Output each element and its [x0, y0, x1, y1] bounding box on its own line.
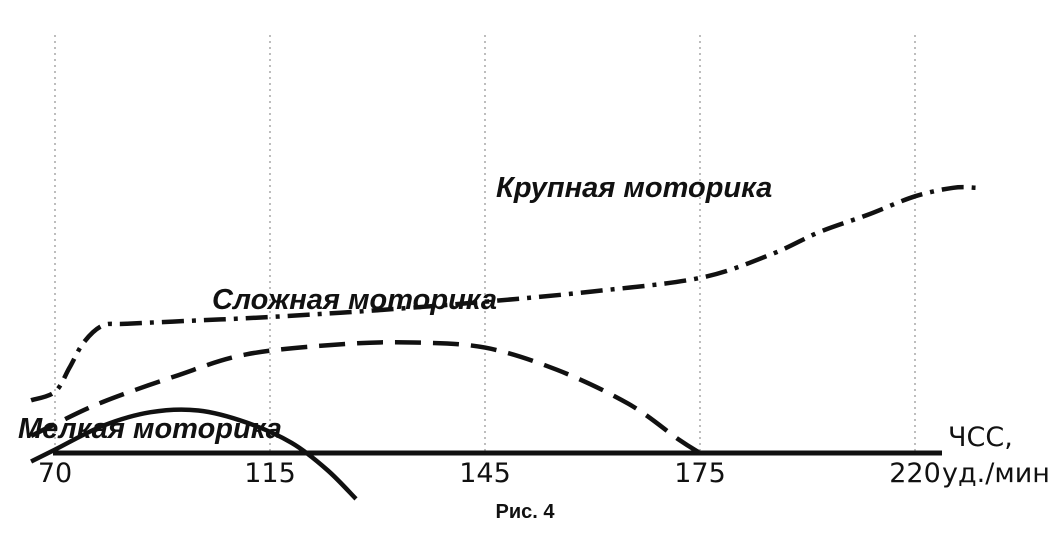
figure-caption: Рис. 4 [496, 501, 556, 523]
series-label-gross-motor: Крупная моторика [496, 172, 772, 204]
x-tick-label-220: 220 [889, 458, 941, 489]
x-tick-label-145: 145 [459, 458, 511, 489]
x-axis-unit-line1: ЧСС, [948, 422, 1013, 453]
series-label-complex-motor: Сложная моторика [212, 284, 497, 316]
x-tick-label-70: 70 [38, 458, 72, 489]
fine-motor-curve [30, 407, 358, 501]
gross-motor-curve [30, 184, 978, 403]
x-tick-labels: 70 115 145 175 220 [38, 458, 941, 489]
x-tick-label-175: 175 [674, 458, 726, 489]
series-label-fine-motor: Мелкая моторика [18, 413, 282, 445]
series-curves [30, 184, 978, 501]
grid-lines [54, 35, 916, 453]
complex-motor-curve [30, 339, 702, 455]
x-axis-unit-line2: уд./мин [942, 458, 1050, 489]
x-tick-label-115: 115 [244, 458, 296, 489]
